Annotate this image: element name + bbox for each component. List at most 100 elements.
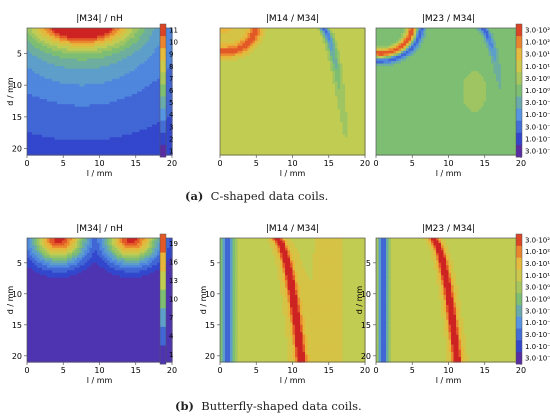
heatmap-cell [69,66,73,70]
heatmap-cell [57,45,61,49]
heatmap-cell [147,33,151,37]
heatmap-cell [72,50,76,54]
heatmap-cell [139,55,143,60]
heatmap-cell [127,71,131,75]
heatmap-cell [167,30,171,34]
heatmap-cell [87,48,91,52]
heatmap-cell [32,63,36,67]
heatmap-cell [124,40,128,44]
heatmap-cell [54,28,58,32]
heatmap-cell [129,58,133,62]
heatmap-cell [139,66,143,70]
heatmap-cell [157,28,161,32]
colorbar-segment [160,144,166,158]
heatmap-cell [109,45,113,49]
heatmap-cell [107,73,111,77]
heatmap-cell [27,73,31,77]
heatmap-cell [167,73,171,77]
heatmap-cell [54,53,58,57]
heatmap-cell [92,28,96,32]
heatmap-cell [132,28,136,32]
heatmap-cell [144,53,148,57]
heatmap-cell [34,50,38,54]
heatmap-cell [142,50,146,54]
heatmap-cell [127,33,131,37]
heatmap-cell [77,66,81,70]
heatmap-cell [122,35,126,39]
heatmap-cell [34,48,38,52]
heatmap-cell [107,40,111,44]
heatmap-cell [92,71,96,75]
heatmap-cell [139,48,143,52]
heatmap-cell [144,50,148,54]
heatmap-cell [27,35,31,39]
heatmap-cell [117,48,121,52]
heatmap-cell [62,28,66,32]
heatmap-cell [42,73,46,77]
heatmap-cell [132,58,136,62]
heatmap-cell [157,38,161,42]
heatmap-cell [152,68,156,72]
heatmap-cell [127,61,131,65]
heatmap-cell [107,55,111,60]
heatmap-cell [94,38,98,42]
heatmap-cell [32,43,36,47]
heatmap-cell [144,38,148,42]
colorbar-segment [160,72,166,85]
heatmap-cell [52,63,56,67]
heatmap-cell [59,33,63,37]
heatmap-cell [94,63,98,67]
heatmap-cell [52,61,56,65]
heatmap-cell [82,40,86,44]
heatmap-cell [94,66,98,70]
heatmap-cell [137,35,141,39]
heatmap-cell [102,53,106,57]
heatmap-cell [94,43,98,47]
heatmap-cell [114,71,118,75]
heatmap-cell [144,61,148,65]
heatmap-cell [119,58,123,62]
heatmap-cell [62,43,66,47]
heatmap-cell [107,58,111,62]
heatmap-cell [97,55,101,60]
heatmap-cell [39,45,43,49]
heatmap-cell [114,35,118,39]
heatmap-cell [149,48,153,52]
heatmap-cell [94,61,98,65]
heatmap-cell [74,45,78,49]
heatmap-cell [54,63,58,67]
heatmap-cell [104,68,108,72]
heatmap-cell [52,66,56,70]
heatmap-cell [39,63,43,67]
heatmap-cell [49,45,53,49]
heatmap-cell [97,61,101,65]
heatmap-cell [134,50,138,54]
heatmap-cell [84,28,88,32]
heatmap-cell [154,28,158,32]
heatmap-cell [144,68,148,72]
heatmap-cell [74,66,78,70]
heatmap-cell [69,30,73,34]
heatmap-cell [89,33,93,37]
heatmap-cell [57,43,61,47]
heatmap-cell [129,61,133,65]
heatmap-cell [167,38,171,42]
heatmap-cell [154,63,158,67]
heatmap-cell [72,68,76,72]
heatmap-cell [122,43,126,47]
heatmap-cell [97,71,101,75]
heatmap-cell [89,68,93,72]
heatmap-cell [29,45,33,49]
heatmap-cell [129,53,133,57]
heatmap-cell [62,33,66,37]
heatmap-cell [167,43,171,47]
heatmap-cell [27,48,31,52]
heatmap-cell [119,33,123,37]
heatmap-cell [72,43,76,47]
heatmap-cell [77,58,81,62]
heatmap-cell [127,43,131,47]
heatmap-cell [124,50,128,54]
heatmap-cell [79,73,83,77]
heatmap-cell [117,71,121,75]
